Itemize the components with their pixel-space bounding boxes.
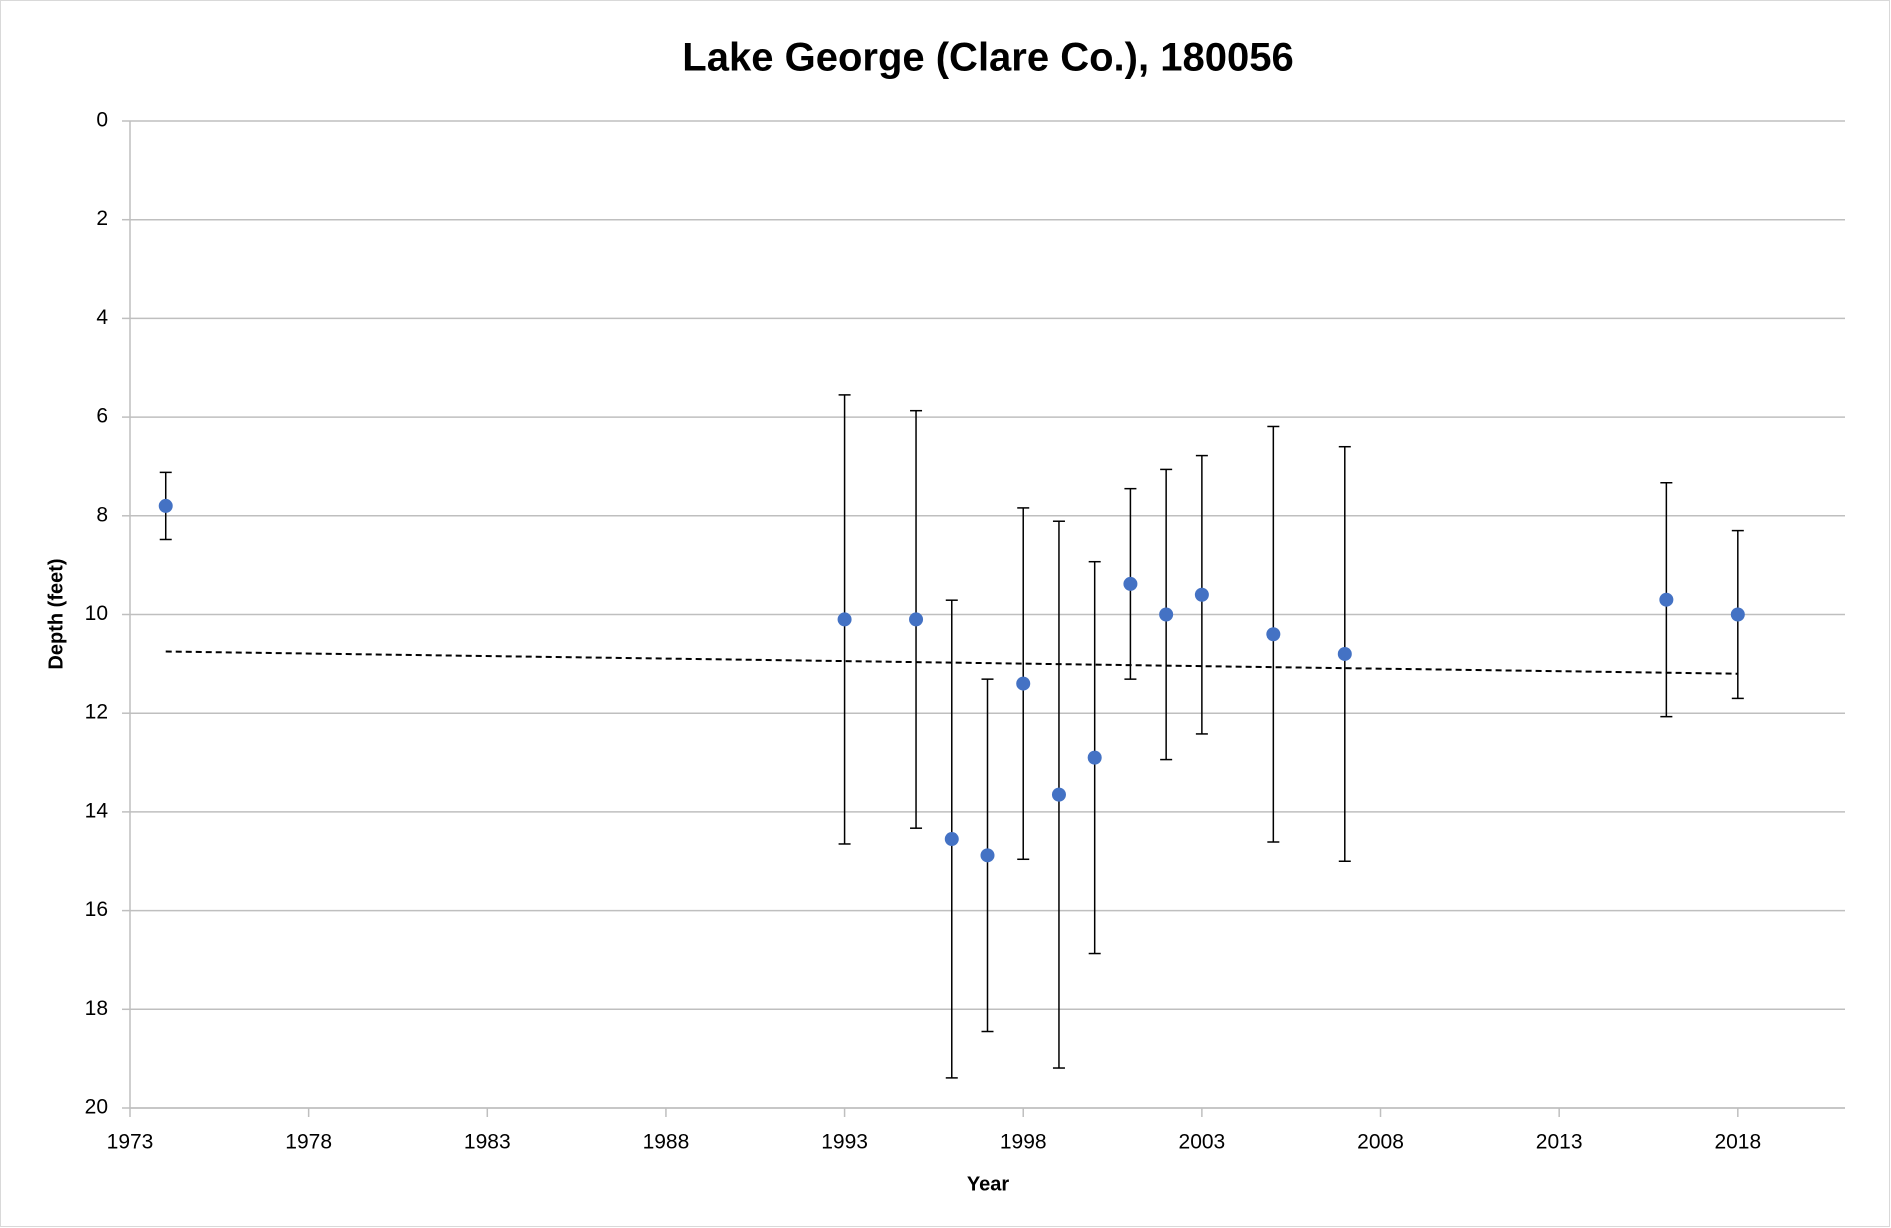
point [980,848,995,863]
y-tick-label: 2 [96,207,108,230]
point [1123,576,1138,591]
x-tick-label: 1978 [285,1131,332,1154]
y-tick-label: 8 [96,503,108,526]
chart-title: Lake George (Clare Co.), 180056 [682,36,1293,80]
y-tick-label: 10 [85,602,108,625]
x-tick-label: 2003 [1179,1131,1226,1154]
point [1087,750,1102,765]
point [837,612,852,627]
x-tick-label: 2018 [1714,1131,1761,1154]
x-tick-label: 1988 [643,1131,690,1154]
x-tick-label: 1998 [1000,1131,1047,1154]
x-tick-label: 2013 [1536,1131,1583,1154]
x-tick-label: 1983 [464,1131,511,1154]
point [1194,587,1209,602]
point [1337,646,1352,661]
y-tick-label: 18 [85,997,108,1020]
x-tick-label: 1993 [821,1131,868,1154]
x-tick-label: 1973 [107,1131,154,1154]
y-tick-label: 4 [96,306,108,329]
point [1266,627,1281,642]
point [1051,787,1066,802]
y-tick-label: 16 [85,898,108,921]
point [1659,592,1674,607]
y-tick-label: 0 [96,109,108,132]
y-tick-label: 12 [85,701,108,724]
point [944,832,959,847]
y-tick-label: 20 [85,1096,108,1119]
point [909,612,924,627]
y-axis-title: Depth (feet) [45,558,67,669]
point [1016,676,1031,691]
point [1159,607,1174,622]
point [158,498,173,513]
x-axis-title: Year [967,1173,1009,1195]
point [1730,607,1745,622]
trendline [165,650,1738,675]
x-tick-label: 2008 [1357,1131,1404,1154]
y-tick-label: 6 [96,405,108,428]
y-tick-label: 14 [85,799,109,822]
